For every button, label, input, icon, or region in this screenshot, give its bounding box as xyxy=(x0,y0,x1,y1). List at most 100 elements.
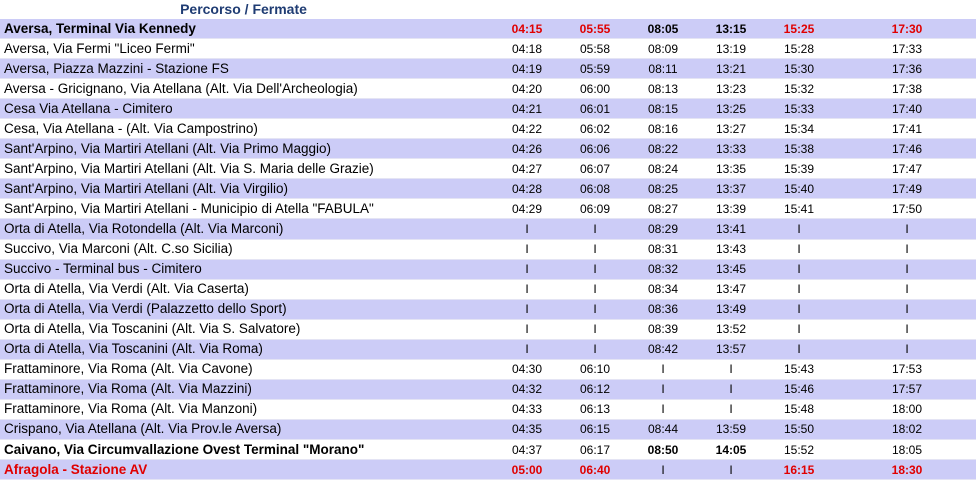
departure-time: 08:11 xyxy=(624,58,702,79)
departure-time: 13:45 xyxy=(702,259,760,280)
departure-time: I xyxy=(760,339,838,360)
stop-name: Orta di Atella, Via Verdi (Alt. Via Case… xyxy=(0,279,488,300)
departure-time: I xyxy=(760,279,838,300)
stop-name: Orta di Atella, Via Rotondella (Alt. Via… xyxy=(0,218,488,240)
stop-name: Afragola - Stazione AV xyxy=(0,459,488,480)
table-row: Sant'Arpino, Via Martiri Atellani (Alt. … xyxy=(0,178,976,199)
departure-time: 15:25 xyxy=(760,19,838,39)
departure-time: I xyxy=(566,299,624,320)
table-row: Aversa, Via Fermi "Liceo Fermi" 04:18 05:5… xyxy=(0,38,976,59)
departure-time: I xyxy=(488,259,566,280)
departure-time: I xyxy=(488,339,566,360)
stop-name: Cesa Via Atellana - Cimitero xyxy=(0,98,488,119)
departure-time: I xyxy=(624,399,702,420)
departure-time: 08:13 xyxy=(624,78,702,99)
departure-time: 18:00 xyxy=(838,399,976,420)
departure-time: I xyxy=(702,399,760,420)
departure-time: 13:23 xyxy=(702,78,760,99)
stop-name: Orta di Atella, Via Toscanini (Alt. Via … xyxy=(0,339,488,360)
departure-time: 15:46 xyxy=(760,379,838,400)
departure-time: 04:18 xyxy=(488,38,566,59)
table-row: Aversa - Gricignano, Via Atellana (Alt. … xyxy=(0,78,976,99)
departure-time: 17:53 xyxy=(838,359,976,380)
departure-time: 08:32 xyxy=(624,259,702,280)
table-row: Sant'Arpino, Via Martiri Atellani (Alt. … xyxy=(0,158,976,179)
departure-time: 15:38 xyxy=(760,138,838,159)
departure-time: 08:05 xyxy=(624,19,702,39)
departure-time: 15:52 xyxy=(760,439,838,460)
departure-time: 17:50 xyxy=(838,198,976,219)
departure-time: I xyxy=(760,259,838,280)
departure-time: 05:59 xyxy=(566,58,624,79)
timetable: Aversa, Terminal Via Kennedy 04:15 05:55 08… xyxy=(0,19,976,480)
departure-time: 13:47 xyxy=(702,279,760,300)
departure-time: I xyxy=(566,218,624,240)
departure-time: 16:15 xyxy=(760,459,838,480)
departure-time: I xyxy=(488,299,566,320)
departure-time: I xyxy=(702,379,760,400)
departure-time: 08:36 xyxy=(624,299,702,320)
departure-time: 04:22 xyxy=(488,118,566,139)
stop-name: Orta di Atella, Via Verdi (Palazzetto de… xyxy=(0,299,488,320)
departure-time: 08:39 xyxy=(624,319,702,340)
departure-time: 04:35 xyxy=(488,419,566,440)
table-row: Crispano, Via Atellana (Alt. Via Prov.le… xyxy=(0,419,976,440)
departure-time: 17:36 xyxy=(838,58,976,79)
departure-time: I xyxy=(702,359,760,380)
departure-time: 04:30 xyxy=(488,359,566,380)
departure-time: 06:17 xyxy=(566,439,624,460)
stop-name: Aversa - Gricignano, Via Atellana (Alt. … xyxy=(0,78,488,99)
departure-time: 18:30 xyxy=(838,459,976,480)
departure-time: 17:40 xyxy=(838,98,976,119)
departure-time: 17:49 xyxy=(838,178,976,199)
stop-name: Cesa, Via Atellana - (Alt. Via Campostri… xyxy=(0,118,488,139)
departure-time: 04:20 xyxy=(488,78,566,99)
departure-time: 13:49 xyxy=(702,299,760,320)
departure-time: I xyxy=(566,279,624,300)
departure-time: 06:08 xyxy=(566,178,624,199)
stop-name: Succivo, Via Marconi (Alt. C.so Sicilia) xyxy=(0,239,488,260)
departure-time: 04:27 xyxy=(488,158,566,179)
departure-time: I xyxy=(760,319,838,340)
departure-time: 13:39 xyxy=(702,198,760,219)
departure-time: 13:52 xyxy=(702,319,760,340)
departure-time: I xyxy=(838,319,976,340)
departure-time: 06:07 xyxy=(566,158,624,179)
departure-time: 05:55 xyxy=(566,19,624,39)
departure-time: 18:02 xyxy=(838,419,976,440)
departure-time: 15:30 xyxy=(760,58,838,79)
stop-name: Sant'Arpino, Via Martiri Atellani - Muni… xyxy=(0,198,488,219)
stop-name: Crispano, Via Atellana (Alt. Via Prov.le… xyxy=(0,419,488,440)
stop-name: Sant'Arpino, Via Martiri Atellani (Alt. … xyxy=(0,138,488,159)
table-row: Frattaminore, Via Roma (Alt. Via Cavone)… xyxy=(0,359,976,380)
stop-name: Frattaminore, Via Roma (Alt. Via Cavone) xyxy=(0,359,488,380)
departure-time: I xyxy=(624,359,702,380)
departure-time: 13:41 xyxy=(702,218,760,240)
departure-time: I xyxy=(566,339,624,360)
departure-time: 04:21 xyxy=(488,98,566,119)
departure-time: I xyxy=(760,299,838,320)
table-row: Orta di Atella, Via Toscanini (Alt. Via … xyxy=(0,319,976,340)
departure-time: 08:24 xyxy=(624,158,702,179)
departure-time: 06:10 xyxy=(566,359,624,380)
departure-time: 06:09 xyxy=(566,198,624,219)
table-row: Cesa, Via Atellana - (Alt. Via Campostri… xyxy=(0,118,976,139)
departure-time: 15:39 xyxy=(760,158,838,179)
departure-time: I xyxy=(838,279,976,300)
table-title: Percorso / Fermate xyxy=(180,1,307,17)
departure-time: 05:00 xyxy=(488,459,566,480)
departure-time: 06:40 xyxy=(566,459,624,480)
departure-time: 04:32 xyxy=(488,379,566,400)
stop-name: Sant'Arpino, Via Martiri Atellani (Alt. … xyxy=(0,158,488,179)
departure-time: 04:29 xyxy=(488,198,566,219)
departure-time: I xyxy=(488,319,566,340)
departure-time: 06:12 xyxy=(566,379,624,400)
departure-time: 04:15 xyxy=(488,19,566,39)
table-row: Sant'Arpino, Via Martiri Atellani - Muni… xyxy=(0,198,976,219)
departure-time: 08:25 xyxy=(624,178,702,199)
table-row: Orta di Atella, Via Toscanini (Alt. Via … xyxy=(0,339,976,360)
departure-time: 08:09 xyxy=(624,38,702,59)
departure-time: I xyxy=(838,218,976,240)
departure-time: 13:43 xyxy=(702,239,760,260)
departure-time: 06:00 xyxy=(566,78,624,99)
